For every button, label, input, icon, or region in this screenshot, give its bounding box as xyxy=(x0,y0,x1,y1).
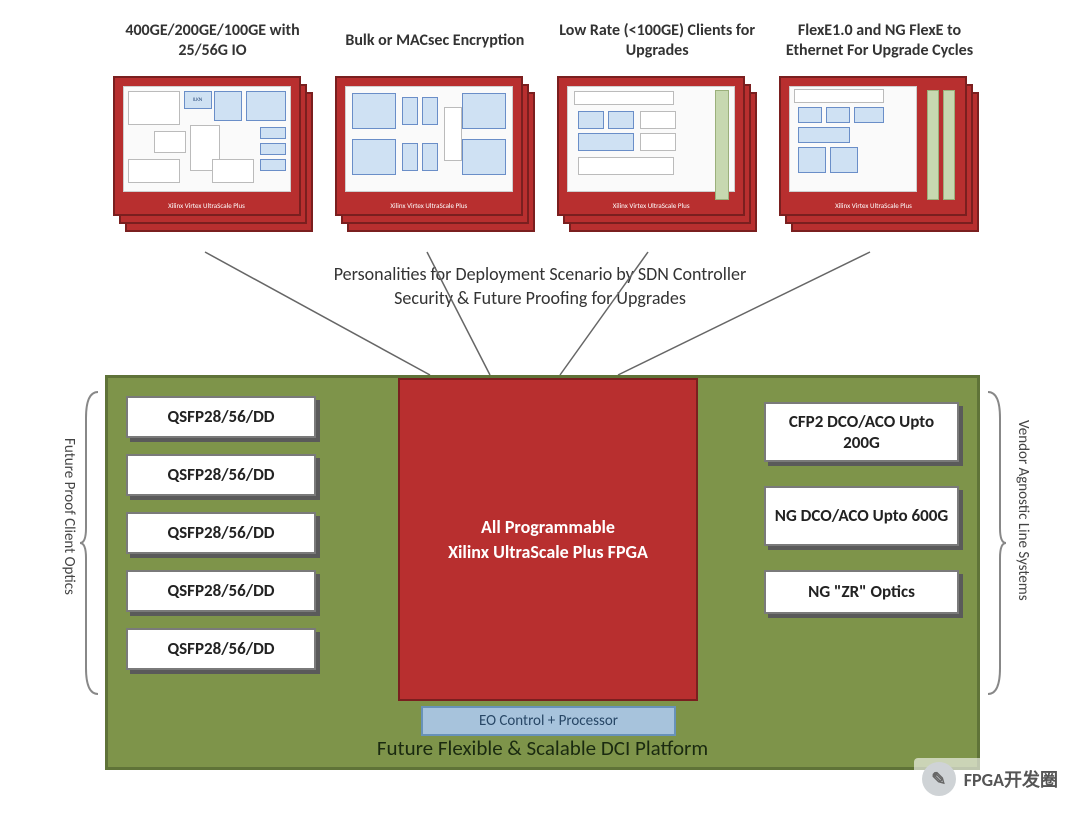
platform-title: Future Flexible & Scalable DCI Platform xyxy=(108,735,977,761)
watermark-text: FPGA开发圈 xyxy=(964,766,1058,792)
card-stack: Xilinx Virtex UltraScale Plus xyxy=(335,76,535,231)
watermark: ✎ FPGA开发圈 xyxy=(914,758,1066,800)
side-label-right: Vendor Agnostic Line Systems xyxy=(1014,420,1032,601)
right-brace xyxy=(984,388,1008,698)
fpga-line2: Xilinx UltraScale Plus FPGA xyxy=(448,540,648,564)
qsfp-port: QSFP28/56/DD xyxy=(126,454,316,496)
dci-platform: QSFP28/56/DD QSFP28/56/DD QSFP28/56/DD Q… xyxy=(105,375,980,770)
qsfp-port: QSFP28/56/DD xyxy=(126,396,316,438)
eo-control-block: EO Control + Processor xyxy=(421,706,676,736)
card-macsec: Bulk or MACsec Encryption Xilinx Virtex … xyxy=(327,10,542,240)
card-lowrate: Low Rate (<100GE) Clients for Upgrades X… xyxy=(550,10,765,240)
left-brace xyxy=(78,388,102,698)
card-stack: ILKN Xilinx Virtex UltraScale Plus xyxy=(113,76,313,231)
personality-cards-row: 400GE/200GE/100GE with 25/56G IO ILKN xyxy=(105,10,987,240)
xilinx-label: Xilinx Virtex UltraScale Plus xyxy=(781,201,965,210)
card-title: 400GE/200GE/100GE with 25/56G IO xyxy=(105,10,320,72)
side-label-left: Future Proof Client Optics xyxy=(60,438,78,595)
xilinx-label: Xilinx Virtex UltraScale Plus xyxy=(337,201,521,210)
left-optics-column: QSFP28/56/DD QSFP28/56/DD QSFP28/56/DD Q… xyxy=(126,396,316,670)
fpga-block: All Programmable Xilinx UltraScale Plus … xyxy=(398,378,698,701)
card-400ge: 400GE/200GE/100GE with 25/56G IO ILKN xyxy=(105,10,320,240)
qsfp-port: QSFP28/56/DD xyxy=(126,512,316,554)
xilinx-label: Xilinx Virtex UltraScale Plus xyxy=(115,201,299,210)
ng-dco-port: NG DCO/ACO Upto 600G xyxy=(764,486,959,546)
middle-line1: Personalities for Deployment Scenario by… xyxy=(0,262,1080,286)
right-optics-column: CFP2 DCO/ACO Upto 200G NG DCO/ACO Upto 6… xyxy=(764,402,959,614)
card-title: Low Rate (<100GE) Clients for Upgrades xyxy=(550,10,765,72)
card-flexe: FlexE1.0 and NG FlexE to Ethernet For Up… xyxy=(772,10,987,240)
middle-line2: Security & Future Proofing for Upgrades xyxy=(0,286,1080,310)
middle-caption: Personalities for Deployment Scenario by… xyxy=(0,262,1080,311)
card-stack: Xilinx Virtex UltraScale Plus xyxy=(557,76,757,231)
watermark-icon: ✎ xyxy=(922,762,956,796)
qsfp-port: QSFP28/56/DD xyxy=(126,628,316,670)
card-title: FlexE1.0 and NG FlexE to Ethernet For Up… xyxy=(772,10,987,72)
cfp2-port: CFP2 DCO/ACO Upto 200G xyxy=(764,402,959,462)
zr-port: NG "ZR" Optics xyxy=(764,570,959,614)
qsfp-port: QSFP28/56/DD xyxy=(126,570,316,612)
card-stack: Xilinx Virtex UltraScale Plus xyxy=(779,76,979,231)
xilinx-label: Xilinx Virtex UltraScale Plus xyxy=(559,201,743,210)
fpga-line1: All Programmable xyxy=(481,515,615,539)
card-title: Bulk or MACsec Encryption xyxy=(345,10,524,72)
